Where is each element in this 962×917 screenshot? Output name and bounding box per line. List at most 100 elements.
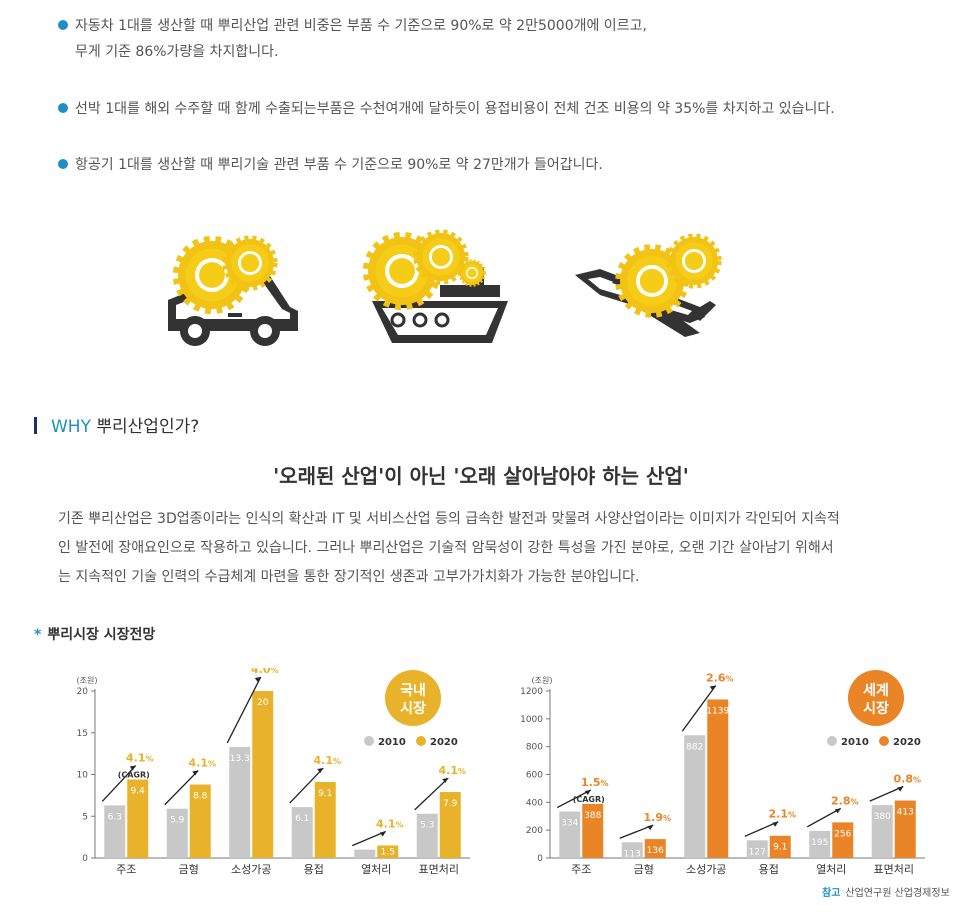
category-label: 소성가공 — [686, 863, 726, 876]
growth-label: 4.1% — [438, 764, 466, 777]
growth-arrow-line — [226, 676, 262, 744]
value-label-2020: 136 — [647, 846, 664, 856]
y-tick-label: 200 — [526, 826, 543, 836]
description-paragraph: 기존 뿌리산업은 3D업종이라는 인식의 확산과 IT 및 서비스산업 등의 급… — [58, 505, 908, 592]
bar-2010 — [229, 746, 251, 858]
chart-section-label: 뿌리시장 시장전망 — [47, 627, 156, 643]
bar-2020 — [582, 804, 604, 858]
growth-label: 4.1% — [126, 752, 154, 765]
growth-label: 2.6% — [706, 671, 734, 684]
category-label: 소성가공 — [231, 863, 271, 876]
growth-arrow-line — [556, 789, 592, 809]
bar-2020 — [769, 835, 791, 858]
paragraph-line: 인 발전에 장애요인으로 작용하고 있습니다. 그러나 뿌리산업은 기술적 암묵… — [58, 540, 834, 556]
category-label: 주조 — [571, 863, 591, 876]
bar-2010 — [291, 807, 313, 858]
growth-label: 1.9% — [643, 811, 671, 824]
bar-2020 — [707, 699, 729, 858]
bar-2020 — [189, 784, 211, 858]
bar-2020 — [377, 845, 399, 858]
growth-arrow-head — [772, 821, 779, 827]
bar-2010 — [104, 805, 126, 858]
bar-2010 — [416, 813, 438, 858]
bar-2010 — [559, 811, 581, 858]
y-tick-label: 20 — [77, 687, 89, 697]
badge-text: 세계 — [863, 683, 889, 699]
asterisk-marker: * — [34, 627, 42, 643]
value-label-2020: 9.1 — [773, 843, 787, 853]
y-tick-label: 0 — [82, 854, 88, 864]
value-label-2020: 256 — [834, 829, 851, 839]
paragraph-line: 는 지속적인 기술 인력의 수급체계 마련을 통한 장기적인 생존과 고부가가치… — [58, 569, 640, 585]
bar-2010 — [354, 849, 376, 858]
y-tick-label: 1000 — [520, 715, 543, 725]
bar-2020 — [127, 779, 149, 858]
bullet-dot-icon — [58, 159, 68, 169]
y-tick-label: 15 — [77, 729, 88, 739]
value-label-2010: 882 — [686, 742, 703, 752]
bullet-dot-icon — [58, 103, 68, 113]
headline: '오래된 산업'이 아닌 '오래 살아남아야 하는 산업' — [273, 464, 689, 488]
legend-swatch-2020 — [416, 736, 426, 746]
growth-label: 4.1% — [313, 754, 341, 767]
unit-label: (조원) — [77, 676, 98, 685]
growth-arrow-head — [897, 786, 904, 792]
bar-2020 — [314, 782, 336, 858]
value-label-2010: 380 — [874, 812, 891, 822]
growth-arrow-head — [584, 790, 591, 796]
why-prefix: WHY — [51, 417, 91, 437]
ship-gear-icon — [368, 233, 508, 343]
y-tick-label: 5 — [82, 812, 88, 822]
bar-2010 — [166, 808, 188, 858]
bullet-text-cont: 무게 기준 86%가량을 차지합니다. — [75, 44, 279, 60]
legend-label-2010: 2010 — [378, 737, 406, 748]
value-label-2020: 9.4 — [131, 787, 146, 797]
growth-arrow-head — [834, 808, 841, 814]
category-label: 표면처리 — [419, 863, 459, 876]
world-market-chart: (조원) 0 200 400 600 800 1000 1200 334 388 1.5% (CAGR… — [520, 670, 925, 876]
airplane-gear-icon — [575, 237, 718, 337]
growth-arrow-line — [351, 830, 387, 847]
y-tick-label: 400 — [526, 798, 543, 808]
unit-label: (조원) — [532, 676, 553, 685]
bullet-text: 자동차 1대를 생산할 때 뿌리산업 관련 비중은 부품 수 기준으로 90%로… — [75, 18, 647, 34]
growth-arrow-line — [101, 765, 137, 802]
legend-swatch-2020 — [879, 736, 889, 746]
legend-label-2020: 2020 — [430, 737, 458, 748]
value-label-2010: 5.3 — [420, 821, 434, 831]
value-label-2020: 1.5 — [381, 847, 395, 857]
bar-2020 — [252, 691, 274, 858]
bar-2010 — [871, 805, 893, 858]
badge-text: 시장 — [400, 700, 426, 717]
growth-arrow-head — [317, 768, 324, 774]
value-label-2010: 6.3 — [108, 812, 122, 822]
value-label-2010: 13.3 — [230, 754, 250, 764]
bullet-item: 자동차 1대를 생산할 때 뿌리산업 관련 비중은 부품 수 기준으로 90%로… — [58, 13, 647, 65]
bullet-dot-icon — [58, 20, 68, 30]
value-label-2020: 413 — [897, 808, 914, 818]
growth-arrow-head — [192, 770, 199, 776]
car-gear-icon — [168, 239, 298, 346]
value-label-2020: 8.8 — [193, 792, 208, 802]
growth-label: 2.1% — [768, 808, 796, 821]
source-note: 참고 산업연구원 산업경제정보 — [822, 884, 950, 899]
cagr-label: (CAGR) — [573, 795, 605, 804]
growth-arrow-line — [414, 777, 449, 811]
paragraph-line: 기존 뿌리산업은 3D업종이라는 인식의 확산과 IT 및 서비스산업 등의 급… — [58, 511, 840, 527]
growth-label: 0.8% — [893, 773, 921, 786]
growth-arrow-head — [254, 677, 261, 682]
growth-label: 4.1% — [376, 817, 404, 830]
industry-icons — [0, 225, 962, 346]
value-label-2020: 7.9 — [443, 799, 458, 809]
value-label-2010: 113 — [624, 849, 641, 859]
growth-arrow-line — [806, 807, 842, 828]
value-label-2020: 388 — [584, 811, 601, 821]
category-label: 열처리 — [361, 863, 391, 876]
bullet-item: 항공기 1대를 생산할 때 뿌리기술 관련 부품 수 기준으로 90%로 약 2… — [58, 152, 603, 178]
growth-arrow-line — [869, 785, 904, 802]
value-label-2010: 6.1 — [295, 814, 309, 824]
growth-arrow-head — [379, 831, 386, 837]
bar-2010 — [809, 830, 831, 858]
value-label-2020: 9.1 — [318, 789, 332, 799]
bullet-text: 선박 1대를 해외 수주할 때 함께 수출되는부품은 수천여개에 달하듯이 용접… — [75, 101, 835, 117]
